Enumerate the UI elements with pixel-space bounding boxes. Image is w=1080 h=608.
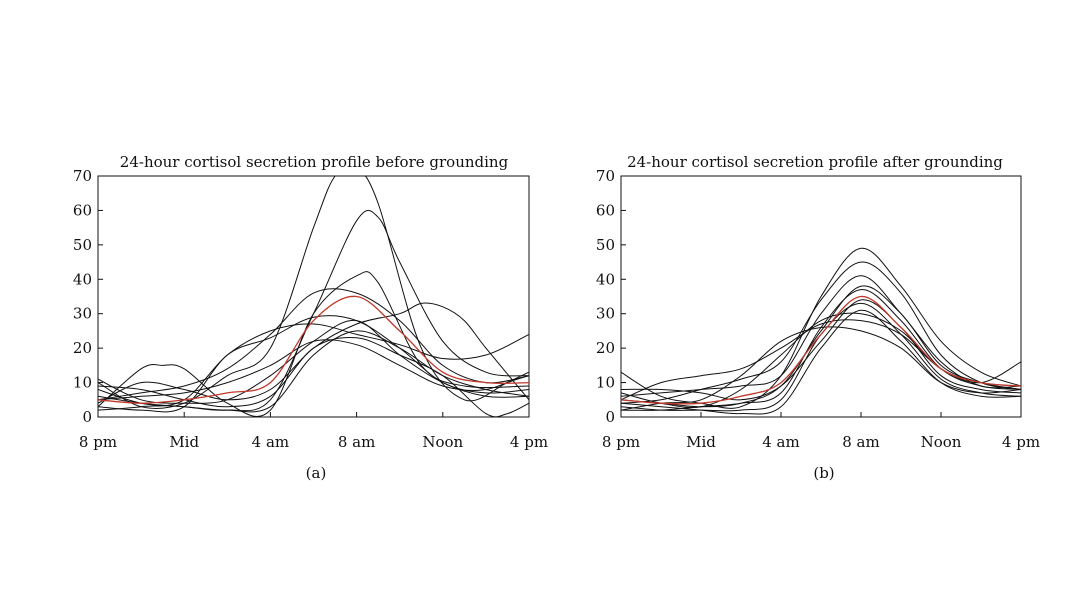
subject-series-line bbox=[621, 326, 1021, 411]
x-tick-label: 4 am bbox=[252, 433, 289, 451]
series-group bbox=[621, 247, 1021, 415]
subject-series-line bbox=[621, 299, 1021, 401]
subject-series-line bbox=[98, 209, 529, 412]
y-tick-label: 20 bbox=[596, 339, 615, 357]
x-tick-label: 8 pm bbox=[79, 433, 117, 451]
subject-series-line bbox=[98, 323, 529, 411]
subject-series-line bbox=[98, 288, 529, 401]
subject-series-line bbox=[621, 261, 1021, 404]
mean-series-line bbox=[98, 295, 529, 404]
subject-series-line bbox=[621, 285, 1021, 408]
y-tick-label: 10 bbox=[73, 374, 92, 392]
x-tick-label: Noon bbox=[921, 433, 962, 451]
subject-series-line bbox=[98, 339, 529, 401]
subject-series-line bbox=[98, 315, 529, 413]
series-group bbox=[98, 176, 529, 417]
plot-frame bbox=[97, 175, 530, 418]
y-tick-label: 0 bbox=[605, 408, 615, 426]
subject-series-line bbox=[98, 176, 529, 409]
mean-series-line bbox=[621, 295, 1021, 405]
x-tick-label: 4 pm bbox=[1002, 433, 1040, 451]
chart-title: 24-hour cortisol secretion profile befor… bbox=[120, 153, 509, 171]
subject-series-line bbox=[98, 337, 529, 417]
y-tick-label: 30 bbox=[596, 305, 615, 323]
panel-after-grounding: 24-hour cortisol secretion profile after… bbox=[596, 153, 1040, 482]
x-tick-label: 4 pm bbox=[510, 433, 548, 451]
chart-title: 24-hour cortisol secretion profile after… bbox=[627, 153, 1003, 171]
y-tick-label: 10 bbox=[596, 374, 615, 392]
y-tick-label: 60 bbox=[73, 201, 92, 219]
subject-series-line bbox=[621, 309, 1021, 415]
x-tick-label: 4 am bbox=[762, 433, 799, 451]
y-tick-label: 0 bbox=[82, 408, 92, 426]
subject-series-line bbox=[98, 330, 529, 413]
plot-area: 0 10 20 30 40 50 60 70 8 pm Mid 4 am 8 am Noon 4 pm bbox=[596, 167, 1040, 451]
panel-label: (b) bbox=[813, 464, 834, 482]
y-tick-label: 20 bbox=[73, 339, 92, 357]
y-tick-label: 50 bbox=[596, 236, 615, 254]
panel-label: (a) bbox=[306, 464, 327, 482]
subject-series-line bbox=[98, 302, 529, 404]
subject-series-line bbox=[621, 275, 1021, 397]
y-tick-label: 40 bbox=[73, 270, 92, 288]
x-tick-label: 8 am bbox=[842, 433, 879, 451]
x-tick-label: Mid bbox=[686, 433, 716, 451]
x-tick-label: 8 am bbox=[338, 433, 375, 451]
x-tick-label: Noon bbox=[422, 433, 463, 451]
plot-frame bbox=[620, 175, 1022, 418]
y-tick-label: 70 bbox=[596, 167, 615, 185]
y-tick-label: 50 bbox=[73, 236, 92, 254]
y-tick-label: 60 bbox=[596, 201, 615, 219]
x-tick-label: 8 pm bbox=[602, 433, 640, 451]
y-tick-label: 40 bbox=[596, 270, 615, 288]
panel-before-grounding: 24-hour cortisol secretion profile befor… bbox=[73, 153, 548, 482]
subject-series-line bbox=[621, 247, 1021, 409]
y-tick-label: 30 bbox=[73, 305, 92, 323]
plot-area: 0 10 20 30 40 50 60 70 8 pm Mid 4 am 8 am Noon 4 pm bbox=[73, 167, 548, 451]
y-tick-label: 70 bbox=[73, 167, 92, 185]
x-tick-label: Mid bbox=[169, 433, 199, 451]
